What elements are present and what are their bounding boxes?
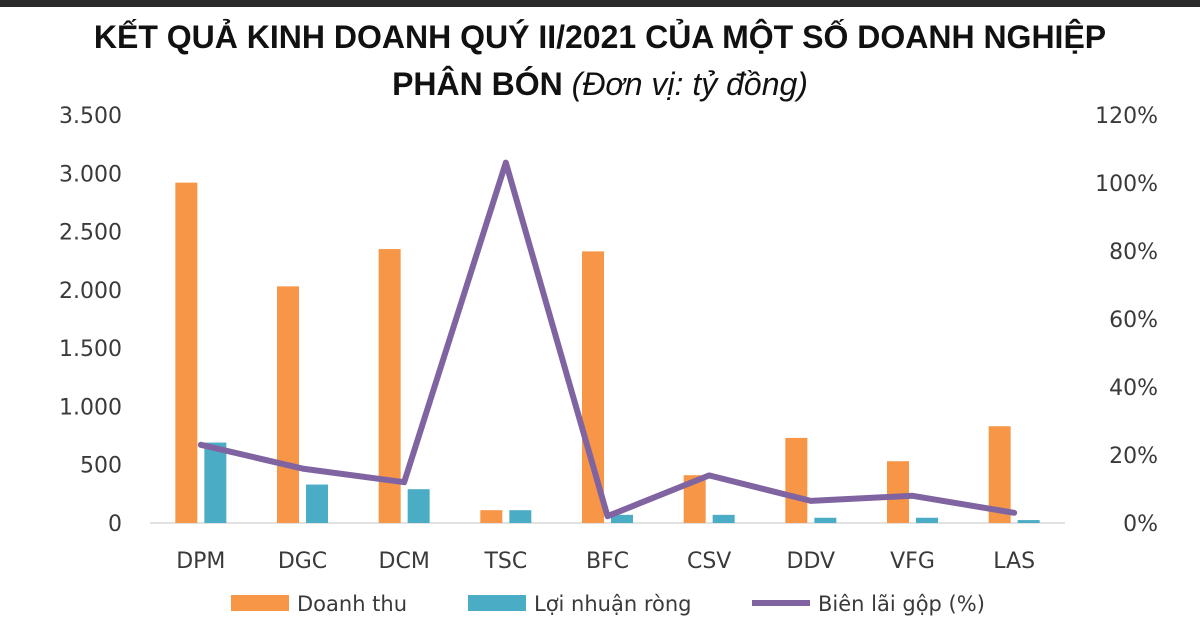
bar-net-profit-dpm (204, 442, 227, 523)
bar-revenue-dcm (378, 249, 401, 524)
category-label-vfg: VFG (890, 549, 935, 574)
bar-net-profit-dcm (407, 489, 430, 523)
right-tick-label: 80% (1109, 240, 1158, 265)
right-tick-label: 0% (1123, 512, 1158, 537)
margin-line (197, 159, 1018, 520)
bar-net-profit-tsc (509, 510, 532, 523)
bar-revenue-dgc (277, 286, 299, 523)
right-tick-label: 60% (1109, 308, 1158, 333)
category-label-csv: CSV (687, 549, 731, 574)
category-label-bfc: BFC (586, 549, 629, 574)
right-tick-label: 20% (1109, 444, 1158, 469)
top-rule (0, 0, 1200, 7)
left-tick-label: 3.500 (59, 104, 122, 129)
left-tick-label: 2.500 (59, 221, 122, 246)
right-tick-label: 100% (1095, 172, 1158, 197)
legend-net-profit: Lợi nhuận ròng (468, 592, 692, 616)
right-tick-label: 40% (1109, 376, 1158, 401)
bar-net-profit-ddv (814, 517, 837, 523)
category-label-las: LAS (993, 549, 1035, 574)
bar-revenue-tsc (480, 510, 503, 523)
chart-subtitle: (Đơn vị: tỷ đồng) (571, 66, 808, 102)
category-label-ddv: DDV (787, 549, 836, 574)
right-axis: 0% 20% 40% 60% 80% 100% 120% (1095, 104, 1158, 537)
bar-revenue-vfg (887, 461, 909, 523)
bar-revenue-dpm (175, 182, 198, 523)
right-tick-label: 120% (1095, 104, 1158, 129)
legend-revenue: Doanh thu (231, 592, 407, 616)
legend-net-profit-label: Lợi nhuận ròng (534, 592, 692, 616)
left-tick-label: 500 (80, 454, 122, 479)
category-label-dpm: DPM (176, 549, 225, 574)
legend-revenue-label: Doanh thu (297, 592, 407, 616)
legend-revenue-swatch (231, 595, 289, 611)
legend-gross-margin: Biên lãi gộp (%) (752, 592, 985, 616)
chart-title-line2: PHÂN BÓN (Đơn vị: tỷ đồng) (0, 64, 1200, 104)
legend-net-profit-swatch (468, 595, 526, 611)
left-tick-label: 3.000 (59, 162, 122, 187)
bar-net-profit-bfc (611, 514, 633, 523)
bar-net-profit-vfg (916, 517, 938, 523)
bar-revenue-las (988, 426, 1011, 523)
chart-title-continued: PHÂN BÓN (392, 66, 563, 102)
line-gross-margin (197, 159, 1018, 520)
bar-revenue-csv (683, 475, 706, 523)
bar-net-profit-las (1017, 520, 1040, 523)
bar-revenue-ddv (785, 437, 808, 523)
legend-gross-margin-label: Biên lãi gộp (%) (818, 592, 985, 616)
category-labels: DPM DGC DCM TSC BFC CSV DDV VFG LAS (176, 549, 1035, 574)
left-tick-label: 1.000 (59, 395, 122, 420)
category-label-dcm: DCM (379, 549, 430, 574)
left-tick-label: 0 (108, 512, 122, 537)
category-label-tsc: TSC (483, 549, 527, 574)
bar-net-profit-dgc (306, 484, 328, 523)
category-label-dgc: DGC (278, 549, 327, 574)
legend: Doanh thu Lợi nhuận ròng Biên lãi gộp (%) (231, 592, 985, 616)
left-tick-label: 1.500 (59, 337, 122, 362)
chart-title: KẾT QUẢ KINH DOANH QUÝ II/2021 CỦA MỘT S… (93, 19, 1107, 55)
left-axis: 0 500 1.000 1.500 2.000 2.500 3.000 3.500 (59, 104, 122, 537)
left-tick-label: 2.000 (59, 279, 122, 304)
bar-net-profit-csv (712, 514, 735, 523)
